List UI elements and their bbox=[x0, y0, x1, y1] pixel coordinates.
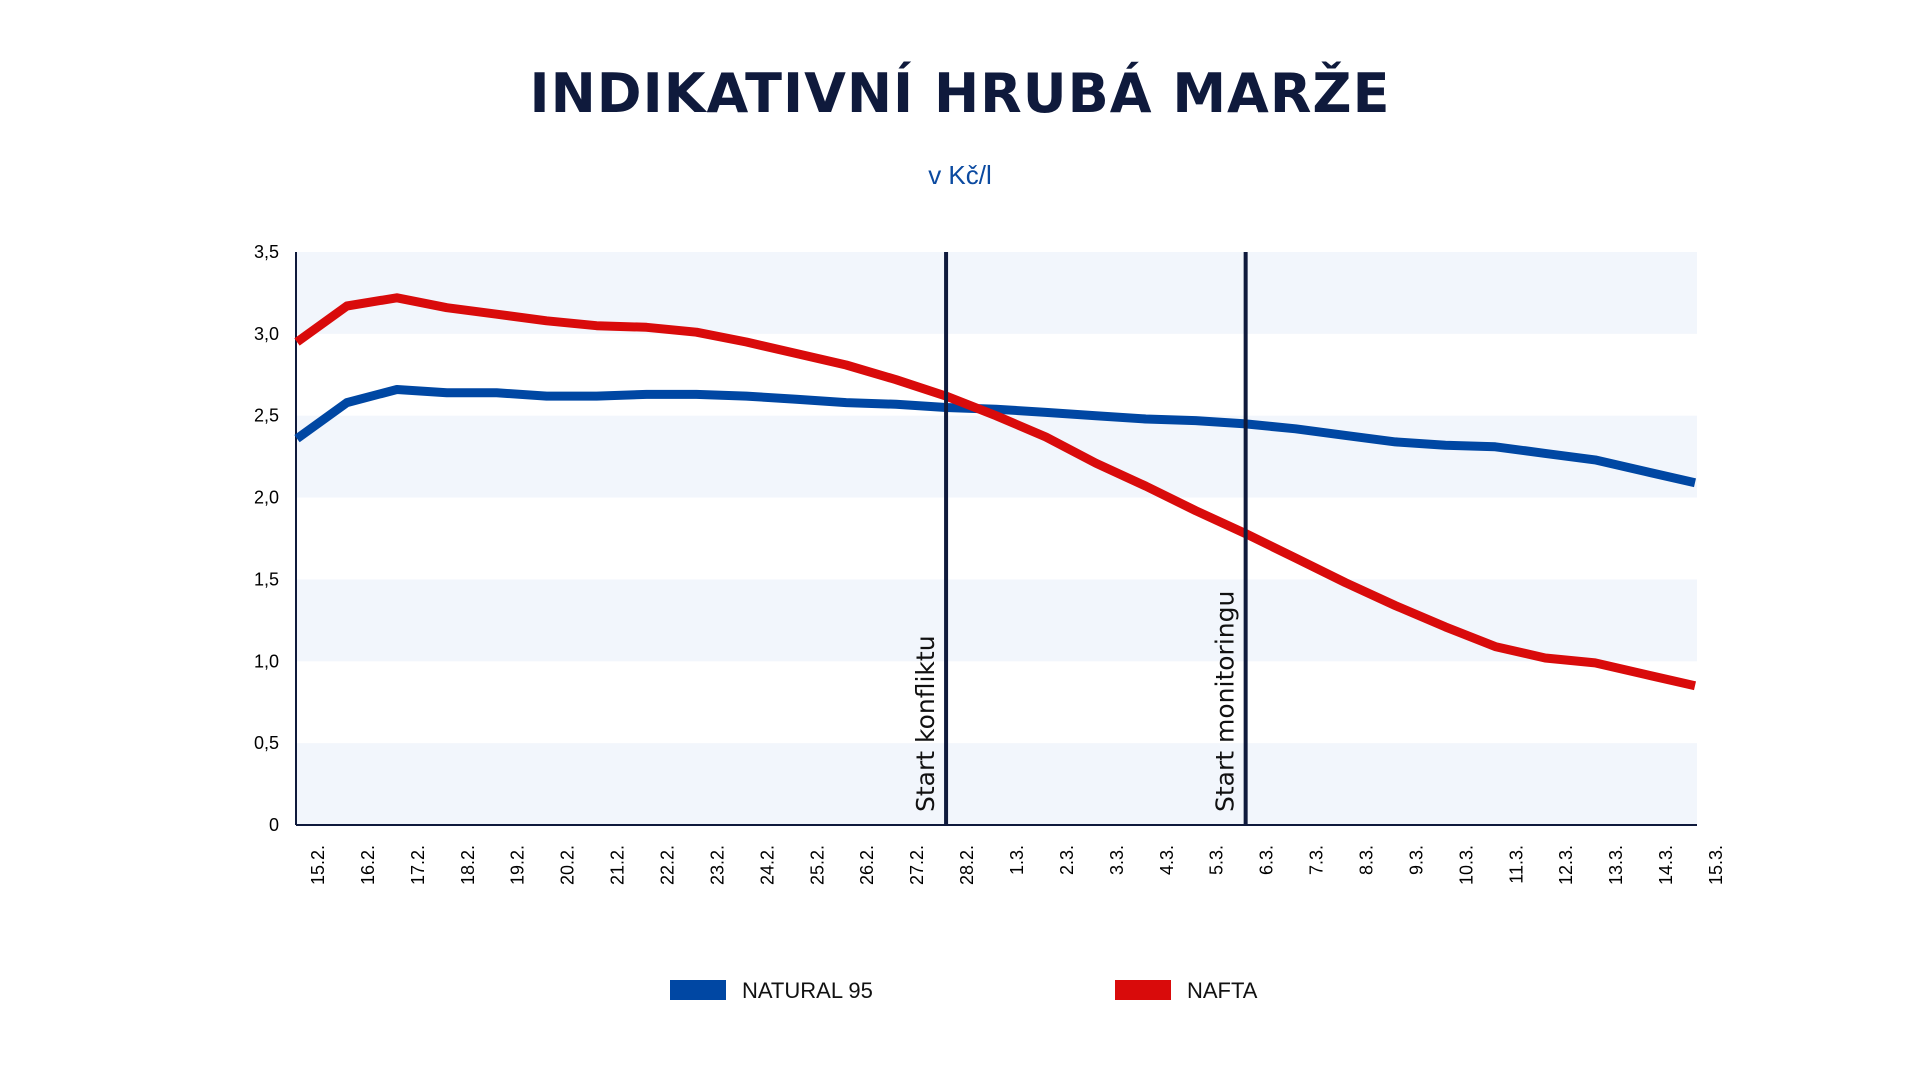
x-tick-label: 8.3. bbox=[1357, 845, 1377, 875]
series-line-nafta bbox=[294, 293, 1697, 691]
x-tick-label: 24.2. bbox=[757, 845, 777, 885]
x-tick-label: 18.2. bbox=[458, 845, 478, 885]
y-tick-label: 3,0 bbox=[254, 324, 279, 344]
x-tick-label: 1.3. bbox=[1007, 845, 1027, 875]
legend-label: NAFTA bbox=[1187, 978, 1258, 1003]
legend-label: NATURAL 95 bbox=[742, 978, 873, 1003]
x-tick-label: 14.3. bbox=[1656, 845, 1676, 885]
x-tick-label: 9.3. bbox=[1406, 845, 1426, 875]
x-tick-label: 3.3. bbox=[1107, 845, 1127, 875]
legend-swatch bbox=[1115, 980, 1171, 1000]
grid-bands bbox=[296, 252, 1697, 825]
series-line-natural-95 bbox=[294, 385, 1697, 488]
y-axis-ticks: 0 0,5 1,0 1,5 2,0 2,5 3,0 3,5 bbox=[254, 242, 279, 835]
event-markers: Start konfliktu Start monitoringu bbox=[911, 252, 1248, 825]
x-tick-label: 15.3. bbox=[1706, 845, 1726, 885]
x-tick-label: 12.3. bbox=[1556, 845, 1576, 885]
axes bbox=[295, 252, 1697, 826]
legend-swatch bbox=[670, 980, 726, 1000]
chart-title: INDIKATIVNÍ HRUBÁ MARŽE bbox=[529, 62, 1391, 125]
grid-band bbox=[296, 252, 1697, 334]
x-axis-ticks: 15.2. 16.2. 17.2. 18.2. 19.2. 20.2. 21.2. 22.2.… bbox=[308, 845, 1726, 885]
x-tick-label: 28.2. bbox=[957, 845, 977, 885]
x-tick-label: 27.2. bbox=[907, 845, 927, 885]
x-tick-label: 4.3. bbox=[1157, 845, 1177, 875]
x-tick-label: 21.2. bbox=[608, 845, 628, 885]
y-tick-label: 0,5 bbox=[254, 733, 279, 753]
x-tick-label: 2.3. bbox=[1057, 845, 1077, 875]
x-tick-label: 16.2. bbox=[358, 845, 378, 885]
x-tick-label: 23.2. bbox=[707, 845, 727, 885]
grid-band bbox=[296, 743, 1697, 825]
y-tick-label: 1,0 bbox=[254, 651, 279, 671]
x-tick-label: 25.2. bbox=[807, 845, 827, 885]
x-tick-label: 5.3. bbox=[1207, 845, 1227, 875]
x-tick-label: 15.2. bbox=[308, 845, 328, 885]
x-tick-label: 11.3. bbox=[1506, 845, 1526, 884]
grid-band bbox=[296, 579, 1697, 662]
x-tick-label: 10.3. bbox=[1456, 845, 1476, 885]
x-tick-label: 19.2. bbox=[508, 845, 528, 885]
x-tick-label: 6.3. bbox=[1257, 845, 1277, 875]
event-marker-label: Start konfliktu bbox=[911, 635, 940, 812]
y-tick-label: 3,5 bbox=[254, 242, 279, 262]
x-tick-label: 13.3. bbox=[1606, 845, 1626, 885]
x-tick-label: 17.2. bbox=[408, 845, 428, 885]
x-tick-label: 22.2. bbox=[658, 845, 678, 885]
x-tick-label: 7.3. bbox=[1307, 845, 1327, 875]
y-tick-label: 0 bbox=[269, 815, 279, 835]
chart-subtitle: v Kč/l bbox=[928, 160, 992, 190]
legend: NATURAL 95 NAFTA bbox=[670, 978, 1258, 1003]
x-tick-label: 20.2. bbox=[558, 845, 578, 885]
x-tick-label: 26.2. bbox=[857, 845, 877, 885]
y-tick-label: 1,5 bbox=[254, 569, 279, 589]
event-marker-label: Start monitoringu bbox=[1211, 591, 1240, 812]
y-tick-label: 2,5 bbox=[254, 406, 279, 426]
grid-band bbox=[296, 415, 1697, 498]
y-tick-label: 2,0 bbox=[254, 488, 279, 508]
series-lines bbox=[294, 293, 1697, 691]
